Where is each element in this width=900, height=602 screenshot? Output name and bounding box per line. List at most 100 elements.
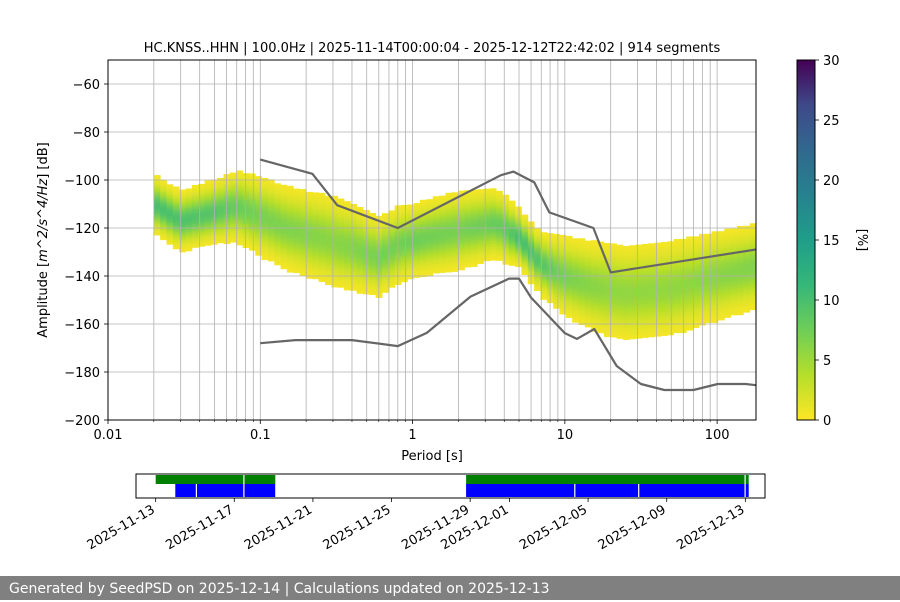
heatmap-cell (610, 255, 617, 259)
heatmap-cell (261, 185, 269, 188)
heatmap-cell (673, 299, 681, 302)
heatmap-cell (356, 288, 364, 292)
heatmap-cell (439, 222, 446, 225)
heatmap-cell (458, 233, 465, 237)
heatmap-cell (559, 239, 567, 243)
heatmap-cell (648, 329, 655, 333)
heatmap-cell (553, 253, 560, 256)
heatmap-cell (496, 214, 503, 218)
heatmap-cell (616, 263, 624, 267)
heatmap-cell (236, 177, 243, 181)
heatmap-cell (489, 231, 497, 235)
heatmap-cell (401, 216, 408, 220)
heatmap-cell (464, 216, 472, 220)
y-axis-label-units: m^2/s^4/Hz (36, 178, 51, 262)
heatmap-cell (324, 227, 332, 230)
heatmap-cell (692, 296, 700, 300)
heatmap-cell (420, 233, 427, 237)
heatmap-cell (451, 249, 459, 253)
heatmap-cell (280, 230, 288, 234)
heatmap-cell (667, 272, 674, 276)
heatmap-cell (717, 310, 725, 314)
heatmap-cell (426, 263, 434, 267)
heatmap-cell (743, 271, 751, 275)
heatmap-cell (610, 284, 617, 288)
heatmap-cell (521, 267, 529, 271)
heatmap-cell (223, 224, 231, 228)
heatmap-cell (369, 275, 377, 279)
heatmap-cell (483, 188, 491, 192)
heatmap-cell (324, 272, 332, 276)
heatmap-cell (432, 198, 440, 202)
heatmap-cell (591, 261, 598, 265)
heatmap-cell (483, 248, 491, 252)
heatmap-cell (559, 299, 567, 303)
heatmap-cell (597, 258, 605, 262)
heatmap-cell (426, 215, 434, 219)
heatmap-cell (502, 206, 510, 210)
heatmap-cell (622, 262, 630, 266)
heatmap-cell (331, 239, 339, 242)
heatmap-cell (502, 254, 510, 258)
heatmap-cell (242, 221, 250, 224)
heatmap-cell (198, 200, 205, 204)
heatmap-cell (654, 276, 662, 280)
heatmap-cell (489, 224, 497, 228)
heatmap-cell (534, 281, 541, 284)
heatmap-cell (324, 219, 332, 223)
heatmap-cell (248, 209, 256, 213)
heatmap-cell (667, 241, 674, 245)
heatmap-cell (496, 258, 503, 261)
heatmap-cell (382, 230, 389, 233)
heatmap-cell (204, 242, 212, 246)
heatmap-cell (369, 265, 377, 269)
heatmap-cell (489, 214, 497, 218)
heatmap-cell (489, 193, 497, 196)
heatmap-cell (204, 240, 212, 244)
heatmap-cell (724, 291, 732, 294)
heatmap-cell (439, 195, 446, 199)
heatmap-cell (248, 221, 256, 225)
heatmap-cell (736, 288, 744, 292)
heatmap-cell (464, 204, 472, 208)
heatmap-cell (489, 236, 497, 240)
heatmap-cell (667, 301, 674, 305)
heatmap-cell (255, 180, 262, 184)
heatmap-cell (641, 313, 649, 317)
heatmap-cell (179, 220, 186, 224)
heatmap-cell (578, 305, 586, 309)
heatmap-cell (648, 300, 655, 304)
heatmap-cell (407, 216, 415, 220)
heatmap-cell (584, 324, 592, 328)
heatmap-cell (299, 210, 307, 214)
heatmap-cell (749, 261, 756, 265)
heatmap-cell (610, 281, 617, 285)
heatmap-cell (407, 247, 415, 251)
heatmap-cell (179, 194, 186, 198)
heatmap-cell (160, 218, 167, 221)
heatmap-cell (445, 216, 453, 220)
heatmap-cell (724, 231, 732, 234)
heatmap-cell (717, 267, 725, 270)
heatmap-cell (660, 304, 668, 308)
heatmap-cell (673, 270, 681, 274)
heatmap-cell (610, 262, 617, 266)
heatmap-cell (274, 200, 282, 203)
heatmap-cell (286, 212, 294, 215)
heatmap-cell (521, 217, 529, 220)
heatmap-cell (534, 245, 541, 248)
heatmap-cell (388, 251, 396, 255)
heatmap-cell (172, 246, 180, 250)
heatmap-cell (236, 204, 243, 207)
heatmap-cell (166, 198, 174, 202)
heatmap-cell (217, 237, 224, 241)
heatmap-cell (610, 315, 617, 319)
heatmap-cell (185, 222, 193, 225)
heatmap-cell (692, 305, 700, 309)
heatmap-cell (445, 269, 453, 273)
heatmap-cell (331, 265, 339, 269)
heatmap-cell (217, 206, 224, 210)
heatmap-cell (217, 197, 224, 200)
heatmap-cell (420, 218, 427, 222)
heatmap-cell (711, 300, 719, 304)
